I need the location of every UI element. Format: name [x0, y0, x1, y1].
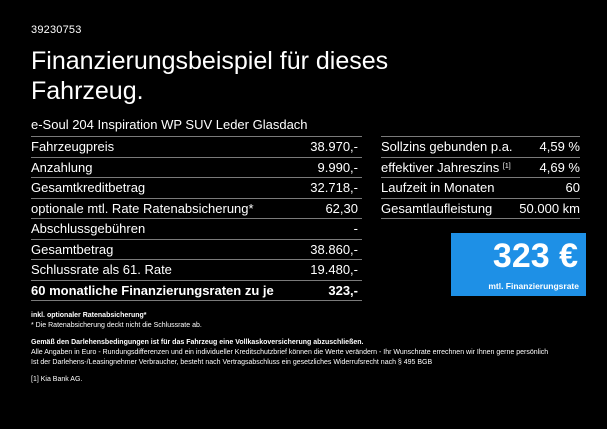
row-label: 60 monatliche Finanzierungsraten zu je — [31, 280, 281, 301]
table-row: Fahrzeugpreis 38.970,- — [31, 136, 362, 158]
row-label: effektiver Jahreszins — [381, 159, 500, 175]
financing-table: Fahrzeugpreis 38.970,- Anzahlung 9.990,- G… — [31, 136, 362, 301]
monthly-rate-box: 323 € mtl. Finanzierungsrate — [451, 233, 586, 296]
monthly-rate-row: 60 monatliche Finanzierungsraten zu je 32… — [31, 280, 362, 301]
note-insurance-option: inkl. optionaler Ratenabsicherung* — [31, 312, 147, 319]
row-label: optionale mtl. Rate Ratenabsicherung* — [31, 198, 281, 219]
row-value: 38.860,- — [281, 239, 362, 260]
row-value: 323,- — [281, 280, 362, 301]
row-value: 38.970,- — [281, 136, 362, 158]
row-value: 19.480,- — [281, 259, 362, 281]
table-row: Sollzins gebunden p.a. 4,59 % — [381, 136, 580, 158]
conditions-table: Sollzins gebunden p.a. 4,59 % effektiver … — [381, 136, 580, 219]
table-row: optionale mtl. Rate Ratenabsicherung* 62,… — [31, 198, 362, 219]
footnote-marker: [1] — [502, 162, 511, 170]
row-label: Sollzins gebunden p.a. — [381, 136, 518, 158]
row-value: - — [281, 218, 362, 240]
row-label: Laufzeit in Monaten — [381, 177, 518, 199]
row-value: 50.000 km — [517, 198, 580, 219]
table-row: Gesamtkreditbetrag 32.718,- — [31, 177, 362, 199]
table-row: effektiver Jahreszins [1] 4,69 % — [381, 157, 580, 178]
row-label-cell: effektiver Jahreszins [1] — [381, 157, 518, 178]
row-value: 4,59 % — [517, 136, 580, 158]
row-label: Fahrzeugpreis — [31, 136, 281, 158]
note-bank: [1] Kia Bank AG. — [31, 376, 83, 383]
table-row: Gesamtlaufleistung 50.000 km — [381, 198, 580, 219]
note-withdrawal-right: Ist der Darlehens-/Leasingnehmer Verbrau… — [31, 359, 433, 366]
row-value: 4,69 % — [517, 157, 580, 178]
table-row: Gesamtbetrag 38.860,- — [31, 239, 362, 260]
row-value: 60 — [517, 177, 580, 199]
table-row: Anzahlung 9.990,- — [31, 157, 362, 178]
reference-number: 39230753 — [31, 24, 82, 36]
row-label: Gesamtbetrag — [31, 239, 281, 260]
row-value: 32.718,- — [281, 177, 362, 199]
table-row: Abschlussgebühren - — [31, 218, 362, 240]
note-insurance-scope: * Die Ratenabsicherung deckt nicht die S… — [31, 322, 202, 329]
row-label: Gesamtkreditbetrag — [31, 177, 281, 199]
table-row: Schlussrate als 61. Rate 19.480,- — [31, 259, 362, 281]
row-label: Anzahlung — [31, 157, 281, 178]
page-title: Finanzierungsbeispiel für dieses Fahrzeu… — [31, 47, 389, 105]
monthly-rate-value: 323 € — [492, 237, 578, 275]
row-value: 62,30 — [281, 198, 362, 219]
row-value: 9.990,- — [281, 157, 362, 178]
note-rounding: Alle Angaben in Euro - Rundungsdifferenz… — [31, 349, 549, 356]
monthly-rate-label: mtl. Finanzierungsrate — [488, 281, 579, 291]
table-row: Laufzeit in Monaten 60 — [381, 177, 580, 199]
row-label: Abschlussgebühren — [31, 218, 281, 240]
row-label: Gesamtlaufleistung — [381, 198, 518, 219]
vehicle-model: e-Soul 204 Inspiration WP SUV Leder Glas… — [31, 117, 308, 132]
note-comprehensive-insurance: Gemäß den Darlehensbedingungen ist für d… — [31, 339, 364, 346]
row-label: Schlussrate als 61. Rate — [31, 259, 281, 281]
footnotes: inkl. optionaler Ratenabsicherung* * Die… — [31, 311, 591, 385]
